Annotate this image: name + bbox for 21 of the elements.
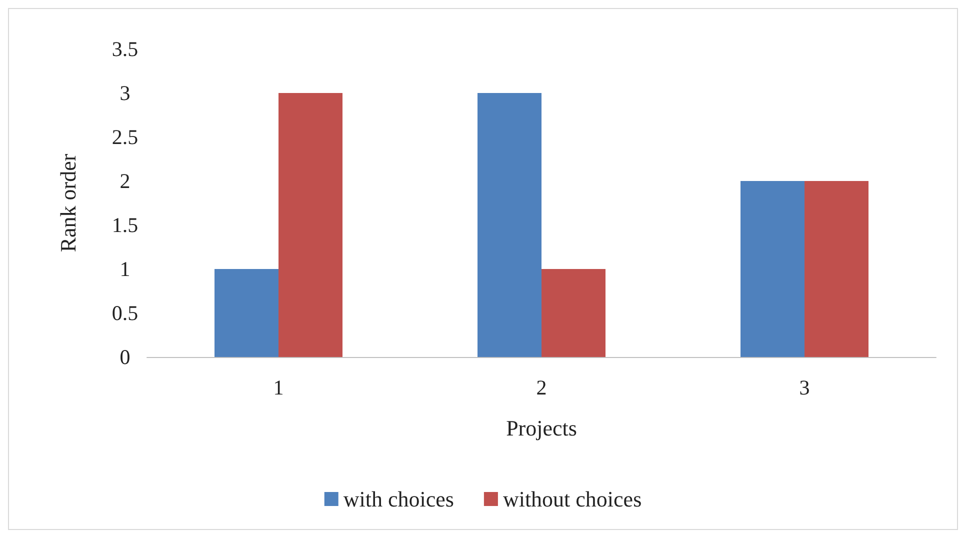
y-tick-label: 0.5	[112, 301, 138, 325]
y-tick-label: 3	[120, 81, 130, 105]
legend-label: with choices	[343, 486, 454, 512]
bar	[804, 181, 868, 357]
y-tick-label: 2	[120, 169, 130, 193]
x-tick-label: 2	[536, 376, 547, 400]
bar	[214, 269, 278, 357]
legend-label: without choices	[502, 486, 642, 512]
bar	[478, 93, 542, 357]
bar	[542, 269, 606, 357]
bar	[278, 93, 342, 357]
y-axis-title: Rank order	[56, 153, 80, 252]
y-tick-label: 0	[120, 345, 130, 369]
x-tick-label: 1	[273, 376, 284, 400]
bar	[740, 181, 804, 357]
y-tick-label: 1.5	[112, 213, 138, 237]
y-tick-label: 1	[120, 257, 130, 281]
x-tick-label: 3	[799, 376, 810, 400]
y-tick-label: 2.5	[112, 125, 138, 149]
y-tick-label: 3.5	[112, 37, 138, 61]
x-axis-title: Projects	[506, 416, 577, 440]
